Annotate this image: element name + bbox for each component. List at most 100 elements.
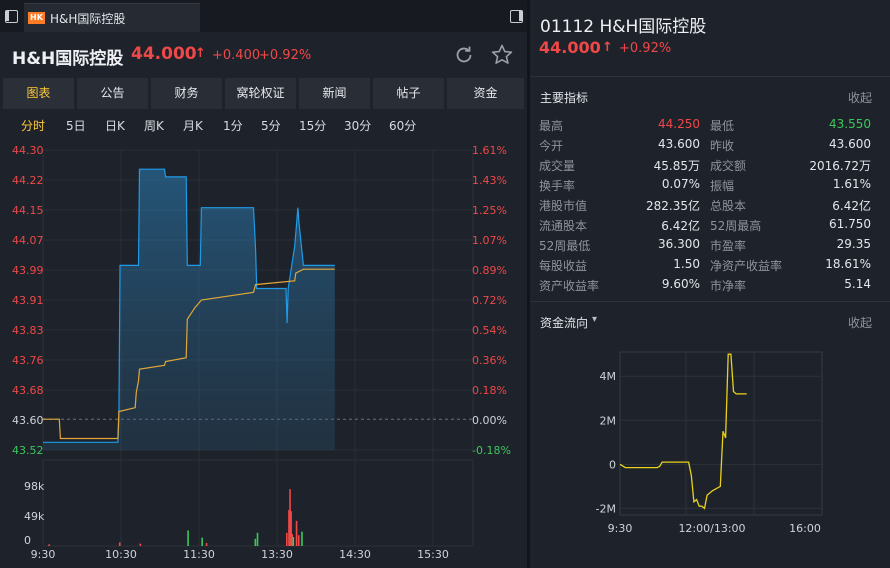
period-daily[interactable]: 日K — [105, 119, 125, 133]
metric-item: 流通股本 6.42亿 — [539, 217, 700, 233]
volume-bar — [285, 532, 288, 546]
volume-tick-label: 0 — [24, 534, 31, 547]
metric-value: 6.42亿 — [832, 199, 871, 213]
metric-label: 每股收益 — [539, 259, 588, 273]
tab-capital[interactable]: 资金 — [447, 78, 524, 109]
y-tick-label: 43.68 — [12, 384, 44, 397]
metric-item: 净资产收益率 18.61% — [710, 257, 871, 273]
metric-value: 43.600 — [829, 137, 871, 151]
hk-market-badge: HK — [28, 12, 45, 24]
tab-news[interactable]: 新闻 — [299, 78, 370, 109]
quote-panel: HK H&H国际控股 H&H国际控股 44.000 ↑ +0.400 +0.92… — [0, 0, 527, 568]
metric-label: 资产收益率 — [539, 279, 600, 293]
volume-bar — [289, 489, 291, 546]
period-weekly[interactable]: 周K — [144, 119, 164, 133]
metric-item: 昨收 43.600 — [710, 137, 871, 153]
percent-change: +0.92% — [259, 48, 312, 63]
metric-value: 61.750 — [829, 217, 871, 231]
metric-label: 昨收 — [710, 139, 735, 153]
y-pct-tick-label: 0.54% — [472, 324, 507, 337]
period-intraday[interactable]: 分时 — [21, 119, 46, 133]
flow-x-tick-label: 16:00 — [789, 522, 821, 535]
period-5min[interactable]: 5分 — [261, 119, 281, 133]
left-panel-toggle-icon[interactable] — [5, 10, 18, 23]
period-30min[interactable]: 30分 — [344, 119, 372, 133]
metric-value: 45.85万 — [653, 159, 700, 173]
period-selector: 分时 5日 日K 周K 月K 1分 5分 15分 30分 60分 — [0, 117, 527, 139]
metric-value: 29.35 — [836, 237, 871, 251]
favorite-star-icon[interactable] — [490, 43, 514, 67]
y-tick-label: 43.60 — [12, 414, 44, 427]
volume-bar — [187, 530, 189, 546]
metric-label: 今开 — [539, 139, 564, 153]
metric-value: 282.35亿 — [646, 199, 700, 213]
side-up-arrow-icon: ↑ — [602, 40, 613, 55]
metric-item: 最低 43.550 — [710, 117, 871, 133]
flow-title[interactable]: 资金流向 — [540, 316, 589, 330]
x-tick-label: 13:30 — [261, 548, 293, 561]
metric-item: 最高 44.250 — [539, 117, 700, 133]
volume-bar — [256, 532, 259, 546]
y-pct-tick-label: -0.18% — [472, 444, 511, 457]
metric-value: 2016.72万 — [809, 159, 871, 173]
average-price-line — [43, 268, 335, 440]
period-monthly[interactable]: 月K — [183, 119, 203, 133]
volume-bar — [48, 544, 51, 546]
period-60min[interactable]: 60分 — [389, 119, 417, 133]
metric-item: 市净率 5.14 — [710, 277, 871, 293]
intraday-chart[interactable]: 44.30 1.61% 44.22 1.43% 44.15 1.25% 44.07 1.07%… — [0, 140, 527, 568]
price-change: +0.400 — [212, 48, 261, 63]
panel-divider[interactable] — [527, 0, 530, 568]
period-1min[interactable]: 1分 — [223, 119, 243, 133]
metric-value: 0.07% — [661, 177, 700, 191]
last-price: 44.000 — [131, 44, 197, 64]
metric-label: 最低 — [710, 119, 735, 133]
refresh-icon[interactable] — [453, 44, 475, 66]
flow-y-tick-label: -2M — [596, 502, 616, 515]
flow-x-tick-label: 12:00/13:00 — [678, 522, 745, 535]
y-pct-tick-label: 1.43% — [472, 174, 507, 187]
y-pct-tick-label: 1.61% — [472, 144, 507, 157]
tab-posts[interactable]: 帖子 — [373, 78, 444, 109]
metric-label: 总股本 — [710, 199, 747, 213]
flow-x-tick-label: 9:30 — [608, 522, 633, 535]
flow-caret-icon[interactable]: ▾ — [592, 314, 598, 325]
flow-y-tick-label: 0 — [609, 458, 616, 471]
x-tick-label: 10:30 — [105, 548, 137, 561]
period-5day[interactable]: 5日 — [66, 119, 86, 133]
flow-y-tick-label: 2M — [600, 414, 617, 427]
tab-chart[interactable]: 图表 — [3, 78, 74, 109]
volume-bar — [297, 535, 300, 546]
right-panel-toggle-icon[interactable] — [510, 10, 523, 23]
metric-value: 9.60% — [661, 277, 700, 291]
price-area — [43, 169, 335, 450]
metric-label: 成交额 — [710, 159, 747, 173]
y-tick-label: 43.83 — [12, 324, 44, 337]
metric-item: 成交额 2016.72万 — [710, 157, 871, 173]
period-15min[interactable]: 15分 — [299, 119, 327, 133]
y-tick-label: 43.76 — [12, 354, 44, 367]
metrics-collapse-button[interactable]: 收起 — [847, 91, 872, 105]
metric-value: 5.14 — [844, 277, 871, 291]
flow-collapse-button[interactable]: 收起 — [847, 316, 872, 330]
volume-bar — [291, 534, 294, 546]
metric-label: 最高 — [539, 119, 564, 133]
tab-financials[interactable]: 财务 — [151, 78, 222, 109]
y-pct-tick-label: 0.72% — [472, 294, 507, 307]
metric-item: 每股收益 1.50 — [539, 257, 700, 273]
tab-announcements[interactable]: 公告 — [77, 78, 148, 109]
metrics-title: 主要指标 — [540, 91, 589, 105]
up-arrow-icon: ↑ — [195, 46, 206, 61]
volume-bar — [292, 537, 295, 546]
volume-bar — [254, 538, 257, 546]
capital-flow-chart: 4M 2M 0 -2M 9:30 12:00/13:00 16:00 — [596, 351, 823, 535]
metric-item: 今开 43.600 — [539, 137, 700, 153]
y-pct-tick-label: 1.07% — [472, 234, 507, 247]
metric-label: 振幅 — [710, 179, 735, 193]
y-pct-tick-label: 0.00% — [472, 414, 507, 427]
tab-bar: HK H&H国际控股 — [0, 0, 527, 32]
stock-tab[interactable]: HK H&H国际控股 — [24, 3, 200, 32]
tab-warrants[interactable]: 窝轮权证 — [225, 78, 296, 109]
side-price: 44.000 — [539, 38, 601, 57]
y-tick-label: 43.52 — [12, 444, 44, 457]
